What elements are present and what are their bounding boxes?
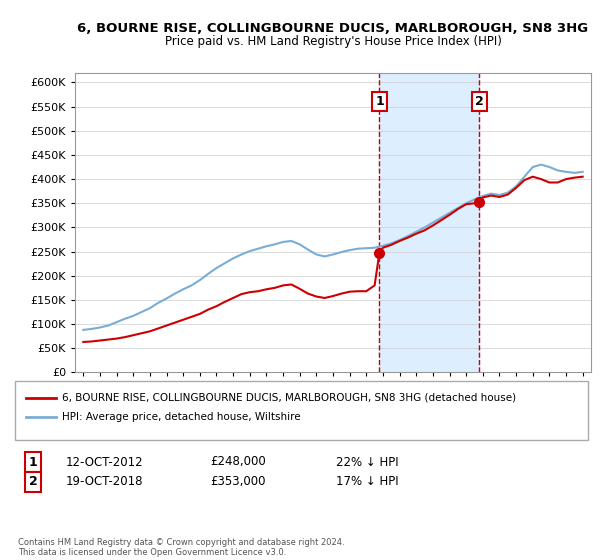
Text: Price paid vs. HM Land Registry's House Price Index (HPI): Price paid vs. HM Land Registry's House … [164,35,502,48]
Text: 6, BOURNE RISE, COLLINGBOURNE DUCIS, MARLBOROUGH, SN8 3HG: 6, BOURNE RISE, COLLINGBOURNE DUCIS, MAR… [77,22,589,35]
Bar [379,73,479,372]
Text: HPI: Average price, detached house, Wiltshire: HPI: Average price, detached house, Wilt… [62,412,301,422]
Text: £353,000: £353,000 [210,475,265,488]
Text: 17% ↓ HPI: 17% ↓ HPI [336,475,398,488]
Text: 19-OCT-2018: 19-OCT-2018 [66,475,143,488]
Text: 1: 1 [375,95,384,108]
Text: 2: 2 [475,95,484,108]
Text: Contains HM Land Registry data © Crown copyright and database right 2024.
This d: Contains HM Land Registry data © Crown c… [18,538,344,557]
Text: 1: 1 [29,455,37,469]
Text: 2: 2 [29,475,37,488]
Text: £248,000: £248,000 [210,455,266,469]
Text: 6, BOURNE RISE, COLLINGBOURNE DUCIS, MARLBOROUGH, SN8 3HG (detached house): 6, BOURNE RISE, COLLINGBOURNE DUCIS, MAR… [62,393,516,403]
Text: 22% ↓ HPI: 22% ↓ HPI [336,455,398,469]
Text: 12-OCT-2012: 12-OCT-2012 [66,455,143,469]
